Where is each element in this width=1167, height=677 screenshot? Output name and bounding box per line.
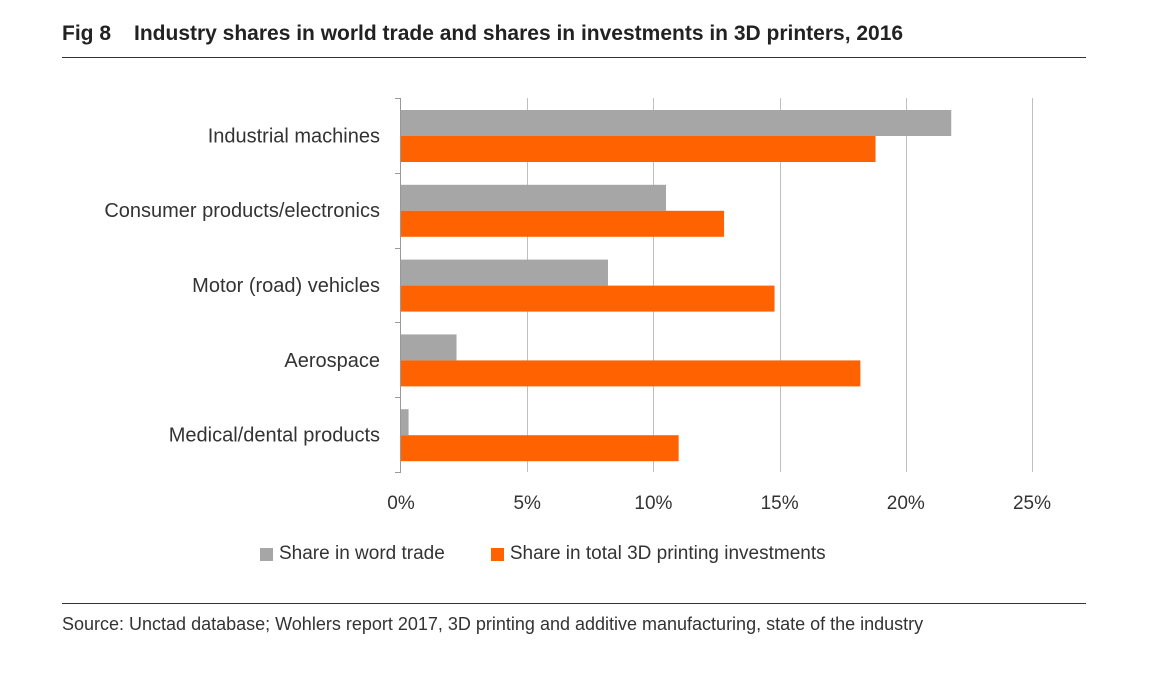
x-tick-label: 0% xyxy=(387,493,415,514)
legend-item-trade: Share in word trade xyxy=(260,543,445,565)
bar-investment-share xyxy=(401,136,876,162)
category-label: Industrial machines xyxy=(208,125,380,147)
figure-number: Fig 8 xyxy=(62,22,112,45)
figure-title: Industry shares in world trade and share… xyxy=(134,22,904,45)
category-label: Medical/dental products xyxy=(169,425,380,447)
bar-trade-share xyxy=(401,259,608,286)
category-label: Consumer products/electronics xyxy=(104,200,380,222)
bar-investment-share xyxy=(401,210,725,237)
bar-investment-share xyxy=(401,285,775,312)
bar-trade-share xyxy=(401,184,667,211)
bar-trade-share xyxy=(401,110,952,136)
legend-swatch-trade xyxy=(260,547,273,561)
legend-label-investments: Share in total 3D printing investments xyxy=(509,543,826,564)
bar-trade-share xyxy=(401,334,457,361)
bar-trade-share xyxy=(401,409,409,436)
x-tick-label: 5% xyxy=(513,493,541,514)
x-tick-label: 10% xyxy=(634,493,672,514)
source-divider xyxy=(62,603,1086,604)
x-tick-label: 25% xyxy=(1013,493,1051,514)
legend-label-trade: Share in word trade xyxy=(279,543,445,564)
bar-investment-share xyxy=(401,360,861,387)
figure-header: Fig 8 Industry shares in world trade and… xyxy=(62,18,1086,58)
category-label: Aerospace xyxy=(284,350,380,372)
legend-item-investments: Share in total 3D printing investments xyxy=(490,543,826,565)
source-note: Source: Unctad database; Wohlers report … xyxy=(62,614,924,634)
chart-legend: Share in word trade Share in total 3D pr… xyxy=(260,542,872,566)
bar-investment-share xyxy=(401,435,679,462)
x-tick-label: 15% xyxy=(761,493,799,514)
category-label: Motor (road) vehicles xyxy=(192,275,380,297)
x-tick-label: 20% xyxy=(887,493,925,514)
legend-swatch-investments xyxy=(490,547,504,561)
